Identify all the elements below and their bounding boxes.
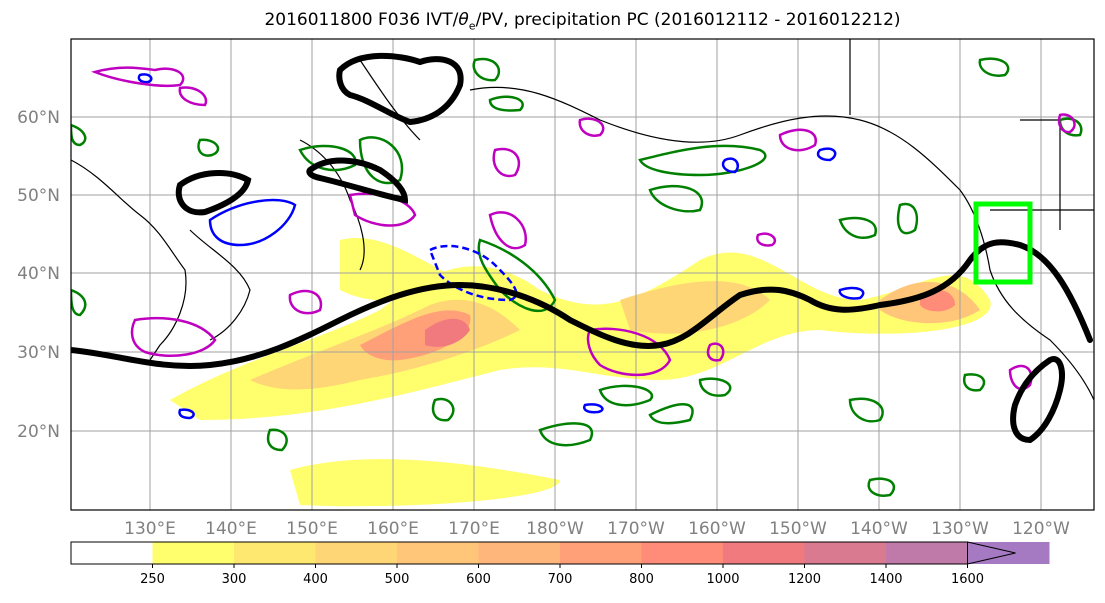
pv-main-contour <box>71 239 1093 369</box>
pv-kamchatka-loop <box>336 52 464 126</box>
ivt-shading <box>170 238 991 507</box>
lon-label: 160°W <box>688 519 746 539</box>
lon-label: 150°E <box>286 519 338 539</box>
lon-label: 180°W <box>526 519 584 539</box>
lon-axis: 130°E 140°E 150°E 160°E 170°E 180°W 170°… <box>124 519 1070 539</box>
lon-label: 150°W <box>769 519 827 539</box>
lon-label: 170°W <box>607 519 665 539</box>
lon-label: 140°E <box>205 519 257 539</box>
lon-label: 130°E <box>124 519 176 539</box>
ivt-250-region-south <box>290 459 560 507</box>
korea-japan-coast <box>189 229 251 341</box>
lon-label: 170°E <box>448 519 500 539</box>
lat-label: 20°N <box>17 422 60 442</box>
theta-e-contours <box>91 66 1076 391</box>
map-frame <box>70 38 1095 511</box>
pv-okhotsk-loop <box>306 157 409 204</box>
lat-label: 50°N <box>17 186 60 206</box>
pv-manchuria-loop <box>175 170 252 216</box>
lat-label: 60°N <box>17 108 60 128</box>
map-background <box>71 39 1094 510</box>
lon-label: 130°W <box>931 519 989 539</box>
alaska-na-coast <box>469 86 1094 401</box>
lon-label: 160°E <box>367 519 419 539</box>
lat-axis: 60°N 50°N 40°N 30°N 20°N <box>17 108 60 442</box>
lon-label: 140°W <box>850 519 908 539</box>
pv-mexico-loop <box>1010 356 1065 444</box>
neg-anomaly-contours <box>137 73 865 420</box>
lat-label: 30°N <box>17 343 60 363</box>
lat-label: 40°N <box>17 264 60 284</box>
target-region-box <box>973 201 1033 285</box>
ivt-250-region <box>170 252 991 420</box>
lon-label: 120°W <box>1012 519 1070 539</box>
ivt-400-region-east <box>620 281 770 334</box>
map-title: 2016011800 F036 IVT/θe/PV, precipitation… <box>264 10 901 33</box>
ivt-1000-region <box>425 318 470 347</box>
kamchatka-coast <box>359 59 421 141</box>
pv-contours <box>71 52 1093 444</box>
